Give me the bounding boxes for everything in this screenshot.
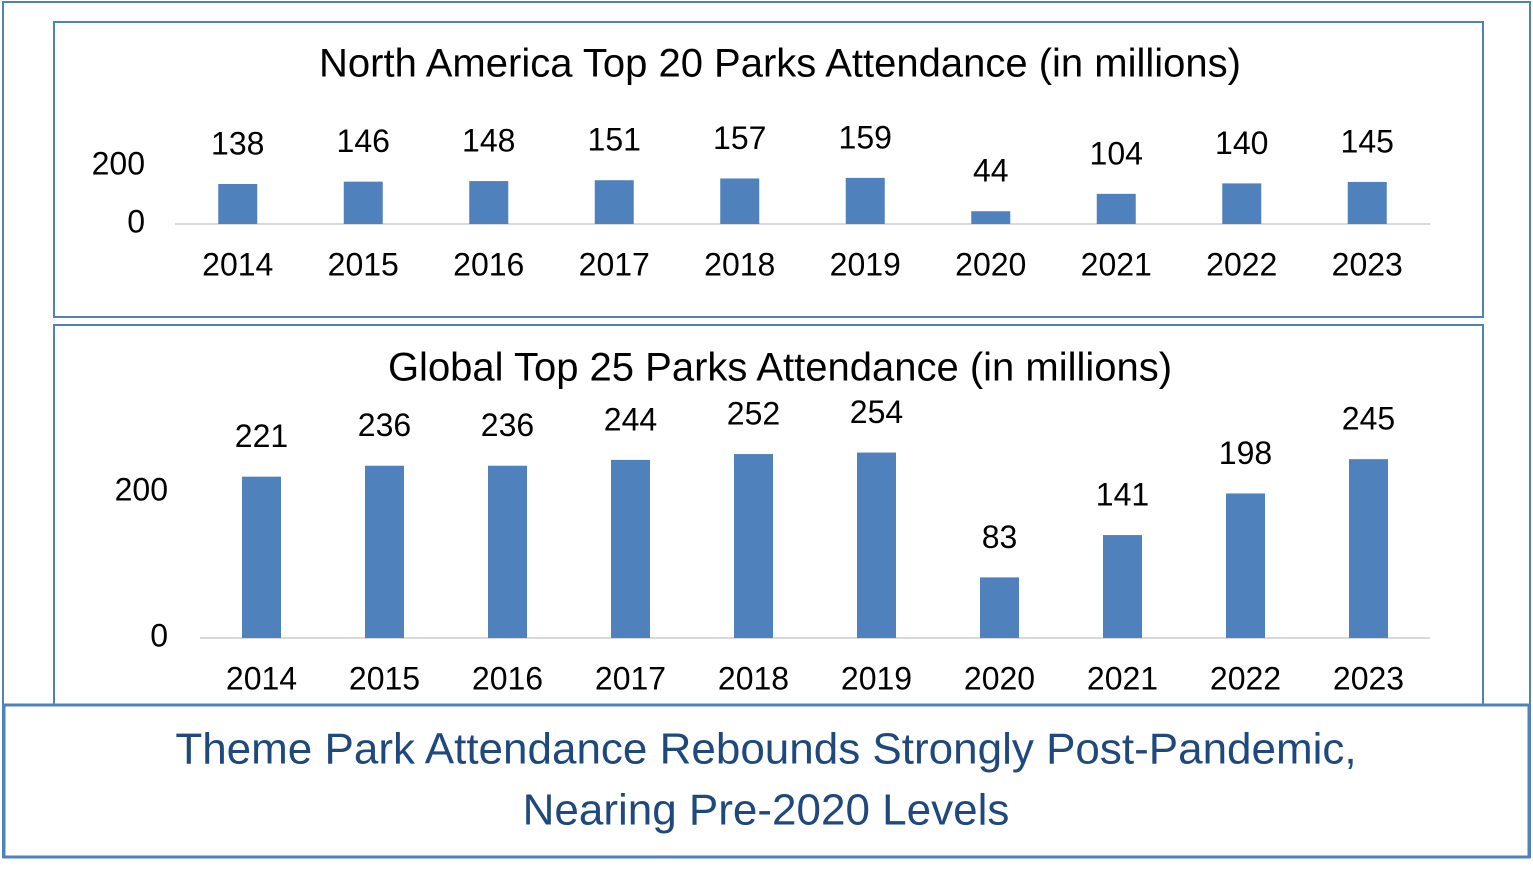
bar bbox=[242, 476, 281, 638]
data-label: 146 bbox=[337, 123, 390, 159]
data-label: 254 bbox=[850, 394, 903, 430]
y-tick-label: 200 bbox=[92, 145, 145, 181]
data-label: 236 bbox=[481, 407, 534, 443]
data-label: 236 bbox=[358, 407, 411, 443]
bar bbox=[1347, 181, 1387, 224]
bar bbox=[980, 577, 1019, 638]
bar bbox=[488, 465, 527, 638]
data-label: 245 bbox=[1342, 401, 1395, 437]
data-label: 44 bbox=[973, 153, 1009, 189]
x-tick-label: 2016 bbox=[472, 660, 543, 696]
x-tick-label: 2015 bbox=[349, 660, 420, 696]
bar bbox=[1226, 493, 1265, 638]
x-tick-label: 2014 bbox=[202, 246, 273, 282]
panel-border bbox=[53, 21, 1484, 318]
bar bbox=[1349, 459, 1388, 638]
data-label: 104 bbox=[1090, 135, 1143, 171]
data-label: 159 bbox=[839, 119, 892, 155]
bar bbox=[734, 454, 773, 638]
data-label: 148 bbox=[462, 123, 515, 159]
data-label: 252 bbox=[727, 395, 780, 431]
data-label: 141 bbox=[1096, 477, 1149, 513]
data-label: 244 bbox=[604, 401, 657, 437]
x-tick-label: 2023 bbox=[1333, 660, 1404, 696]
caption: Theme Park Attendance Rebounds Strongly … bbox=[175, 725, 1356, 774]
bar bbox=[218, 183, 258, 224]
x-tick-label: 2022 bbox=[1206, 246, 1277, 282]
x-tick-label: 2017 bbox=[595, 660, 666, 696]
bar bbox=[971, 211, 1011, 224]
data-label: 198 bbox=[1219, 435, 1272, 471]
x-tick-label: 2022 bbox=[1210, 660, 1281, 696]
bar bbox=[365, 465, 404, 638]
x-tick-label: 2018 bbox=[718, 660, 789, 696]
bar bbox=[469, 181, 509, 224]
bar bbox=[594, 180, 634, 224]
chart-title: Global Top 25 Parks Attendance (in milli… bbox=[388, 346, 1172, 390]
x-tick-label: 2015 bbox=[328, 246, 399, 282]
data-label: 157 bbox=[713, 120, 766, 156]
data-label: 151 bbox=[588, 122, 641, 158]
caption: Nearing Pre-2020 Levels bbox=[523, 786, 1010, 835]
chart-title: North America Top 20 Parks Attendance (i… bbox=[319, 42, 1241, 86]
data-label: 140 bbox=[1215, 125, 1268, 161]
bar bbox=[1103, 535, 1142, 638]
data-label: 83 bbox=[982, 519, 1018, 555]
y-tick-label: 0 bbox=[150, 617, 168, 653]
bar bbox=[611, 459, 650, 638]
data-label: 145 bbox=[1341, 123, 1394, 159]
caption-box bbox=[2, 703, 1531, 859]
x-tick-label: 2016 bbox=[453, 246, 524, 282]
bar bbox=[1222, 183, 1262, 224]
bar bbox=[845, 177, 885, 224]
x-tick-label: 2019 bbox=[841, 660, 912, 696]
bar bbox=[1096, 193, 1136, 224]
x-tick-label: 2017 bbox=[579, 246, 650, 282]
x-tick-label: 2020 bbox=[955, 246, 1026, 282]
bar bbox=[720, 178, 760, 224]
x-tick-label: 2018 bbox=[704, 246, 775, 282]
x-tick-label: 2014 bbox=[226, 660, 297, 696]
bar bbox=[857, 452, 896, 638]
x-tick-label: 2020 bbox=[964, 660, 1035, 696]
y-tick-label: 0 bbox=[127, 203, 145, 239]
y-tick-label: 200 bbox=[115, 471, 168, 507]
x-tick-label: 2023 bbox=[1332, 246, 1403, 282]
x-tick-label: 2019 bbox=[830, 246, 901, 282]
data-label: 138 bbox=[211, 125, 264, 161]
x-tick-label: 2021 bbox=[1087, 660, 1158, 696]
bar bbox=[343, 181, 383, 224]
x-tick-label: 2021 bbox=[1081, 246, 1152, 282]
data-label: 221 bbox=[235, 418, 288, 454]
